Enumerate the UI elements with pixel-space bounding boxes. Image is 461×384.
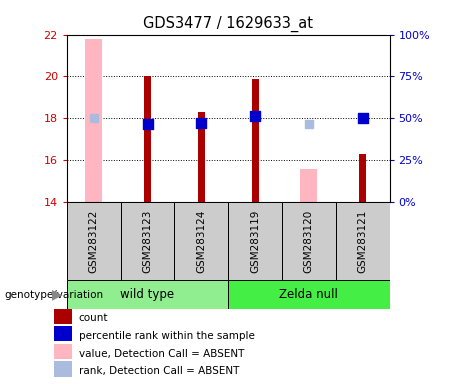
Point: [251, 113, 259, 119]
Bar: [67, 280, 228, 309]
Bar: [54, 344, 72, 359]
Text: ▶: ▶: [52, 288, 62, 302]
Point: [305, 121, 313, 127]
Bar: [228, 280, 390, 309]
Bar: [85, 39, 102, 202]
Title: GDS3477 / 1629633_at: GDS3477 / 1629633_at: [143, 16, 313, 32]
Text: rank, Detection Call = ABSENT: rank, Detection Call = ABSENT: [78, 366, 239, 376]
Bar: [174, 202, 228, 280]
Bar: [121, 202, 174, 280]
Bar: [282, 202, 336, 280]
Bar: [300, 169, 318, 202]
Bar: [54, 361, 72, 377]
Text: GSM283122: GSM283122: [89, 209, 99, 273]
Bar: [54, 308, 72, 324]
Bar: [336, 202, 390, 280]
Text: GSM283120: GSM283120: [304, 209, 314, 273]
Text: GSM283119: GSM283119: [250, 209, 260, 273]
Point: [90, 114, 97, 121]
Bar: [359, 154, 366, 202]
Text: GSM283121: GSM283121: [358, 209, 368, 273]
Bar: [144, 76, 151, 202]
Text: Zelda null: Zelda null: [279, 288, 338, 301]
Text: value, Detection Call = ABSENT: value, Detection Call = ABSENT: [78, 349, 244, 359]
Text: GSM283123: GSM283123: [142, 209, 153, 273]
Bar: [252, 79, 259, 202]
Text: percentile rank within the sample: percentile rank within the sample: [78, 331, 254, 341]
Text: count: count: [78, 313, 108, 323]
Point: [198, 120, 205, 126]
Text: GSM283124: GSM283124: [196, 209, 207, 273]
Bar: [228, 202, 282, 280]
Text: wild type: wild type: [120, 288, 175, 301]
Bar: [54, 326, 72, 341]
Point: [144, 121, 151, 127]
Bar: [198, 112, 205, 202]
Text: genotype/variation: genotype/variation: [5, 290, 104, 300]
Point: [359, 115, 366, 121]
Bar: [67, 202, 121, 280]
